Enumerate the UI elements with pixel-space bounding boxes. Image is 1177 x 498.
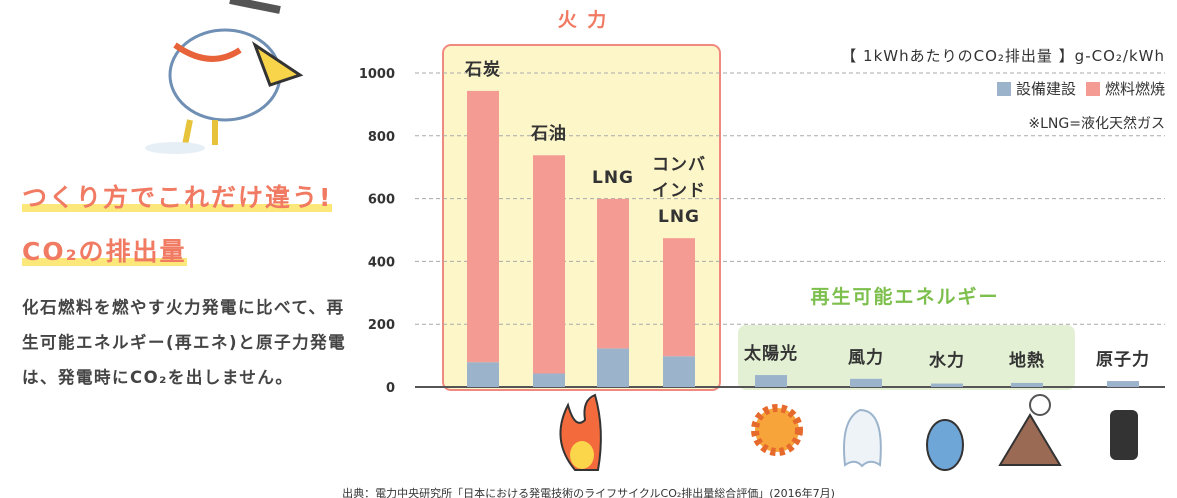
legend-label: 設備建設 [1016, 80, 1076, 98]
bar-segment [533, 155, 565, 373]
legend-item: 設備建設 [997, 80, 1076, 98]
y-tick-label: 600 [368, 193, 395, 208]
bar-segment [467, 91, 499, 362]
group-label: 再生可能エネルギー [810, 285, 999, 308]
bird-illustration [145, 0, 300, 154]
bar-segment [755, 375, 787, 387]
legend-label: 燃料燃焼 [1105, 80, 1165, 98]
note: ※LNG=液化天然ガス [1028, 113, 1165, 133]
legend-swatch [1086, 82, 1100, 96]
y-tick-label: 0 [386, 381, 395, 396]
legend-swatch [997, 82, 1011, 96]
bar-segment [1107, 381, 1139, 387]
icons [560, 395, 1138, 470]
subheadline: CO₂の排出量 [22, 232, 187, 268]
body-text: 化石燃料を燃やす火力発電に比べて、再生可能エネルギー(再エネ)と原子力発電は、発… [22, 290, 352, 395]
y-tick-label: 800 [368, 130, 395, 145]
category-label: 太陽光 [726, 341, 816, 367]
bar-segment [850, 379, 882, 387]
category-label: 風力 [821, 345, 911, 371]
source: 出典：電力中央研究所「日本における発電技術のライフサイクルCO₂排出量総合評価」… [0, 485, 1177, 498]
subheadline-text: CO₂の排出量 [22, 237, 187, 266]
page: 0 200 400 600 800 1000 火 力再生可能エネルギー つくり方でこれだけ違… [0, 0, 1177, 498]
category-label: 石油 [504, 121, 594, 147]
category-label: 地熱 [982, 348, 1072, 374]
bar-segment [467, 362, 499, 387]
headline: つくり方でこれだけ違う! [22, 178, 332, 214]
bar-segment [663, 238, 695, 356]
legend-item: 燃料燃焼 [1086, 80, 1165, 98]
legend: 設備建設 燃料燃焼 [987, 78, 1165, 99]
bar-segment [931, 384, 963, 387]
category-label: コンバ インド LNG [634, 152, 724, 230]
unit-label: 【 1kWhあたりのCO₂排出量 】g-CO₂/kWh [841, 45, 1165, 66]
bar-segment [1011, 383, 1043, 387]
category-label: 原子力 [1078, 347, 1168, 373]
category-label: 石炭 [438, 57, 528, 83]
bar-segment [597, 348, 629, 387]
y-tick-label: 200 [368, 318, 395, 333]
headline-text: つくり方でこれだけ違う! [22, 183, 332, 212]
group-label: 火 力 [558, 8, 609, 31]
bar-segment [597, 199, 629, 348]
y-tick-label: 400 [368, 255, 395, 270]
category-label: 水力 [902, 348, 992, 374]
bar-segment [663, 356, 695, 387]
bar-segment [533, 373, 565, 387]
y-tick-label: 1000 [359, 67, 395, 82]
